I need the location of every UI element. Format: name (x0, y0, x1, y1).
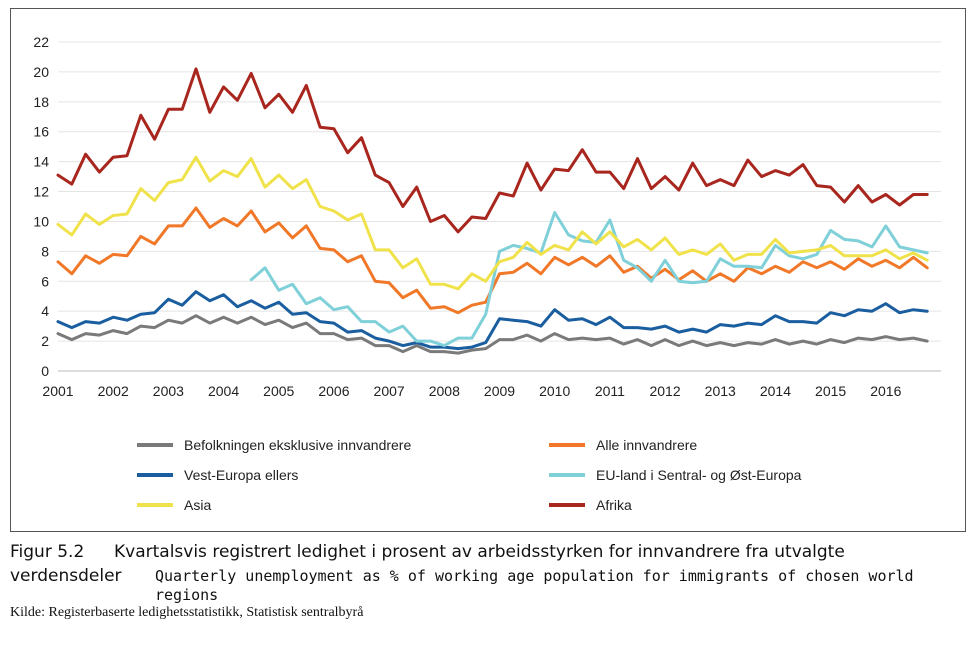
legend: Befolkningen eksklusive innvandrere Alle … (137, 437, 802, 513)
y-tick-label: 14 (33, 154, 49, 170)
figure-number: Figur 5.2 (10, 542, 85, 562)
series-lines (56, 67, 929, 355)
series-line-5 (56, 67, 929, 234)
x-axis-ticks: 2001 2002 2003 2004 2005 2006 2007 2008 2009 2010… (42, 383, 901, 399)
series-line-3 (249, 211, 929, 348)
legend-label: Afrika (596, 497, 632, 513)
y-tick-label: 6 (41, 273, 49, 289)
y-tick-label: 12 (33, 184, 49, 200)
x-tick-label: 2003 (153, 383, 184, 399)
x-tick-label: 2010 (539, 383, 570, 399)
y-tick-label: 4 (41, 303, 49, 319)
legend-label: EU-land i Sentral- og Øst-Europa (596, 467, 802, 483)
series-line-1 (56, 206, 929, 315)
x-tick-label: 2011 (595, 383, 625, 399)
y-tick-label: 8 (41, 243, 49, 259)
x-tick-label: 2006 (318, 383, 349, 399)
legend-label: Vest-Europa ellers (184, 467, 298, 483)
x-tick-label: 2012 (649, 383, 680, 399)
y-tick-label: 10 (33, 213, 49, 229)
series-line-2 (56, 290, 929, 351)
x-tick-label: 2014 (760, 383, 791, 399)
series-line-0 (56, 314, 929, 355)
x-tick-label: 2005 (263, 383, 294, 399)
legend-label: Befolkningen eksklusive innvandrere (184, 437, 411, 453)
x-tick-label: 2002 (98, 383, 129, 399)
figure-translation: Quarterly unemployment as % of working a… (155, 567, 914, 604)
y-tick-label: 0 (41, 363, 49, 379)
y-tick-label: 20 (33, 64, 49, 80)
x-tick-label: 2009 (484, 383, 515, 399)
figure-title-line2: verdensdeler (10, 566, 122, 586)
y-axis-ticks: 0 2 4 6 8 10 12 14 16 18 20 22 (33, 34, 49, 379)
x-tick-label: 2013 (705, 383, 736, 399)
x-tick-label: 2016 (870, 383, 901, 399)
figure-title: Figur 5.2 Kvartalsvis registrert ledighet… (10, 542, 845, 563)
x-tick-label: 2001 (42, 383, 73, 399)
y-tick-label: 22 (33, 34, 49, 50)
legend-label: Asia (184, 497, 211, 513)
x-tick-label: 2015 (815, 383, 846, 399)
figure-title-line1: Kvartalsvis registrert ledighet i prosen… (114, 542, 845, 562)
series-line-4 (56, 155, 929, 291)
x-tick-label: 2004 (208, 383, 239, 399)
figure-source: Kilde: Registerbaserte ledighetsstatisti… (10, 605, 364, 620)
x-tick-label: 2007 (374, 383, 405, 399)
y-tick-label: 18 (33, 94, 49, 110)
y-tick-label: 16 (33, 124, 49, 140)
y-tick-label: 2 (41, 333, 49, 349)
legend-label: Alle innvandrere (596, 437, 697, 453)
line-chart: 0 2 4 6 8 10 12 14 16 18 20 22 2001 2002 2003 2004 2005… (33, 34, 941, 513)
chart-frame: 0 2 4 6 8 10 12 14 16 18 20 22 2001 2002 2003 2004 2005… (10, 8, 966, 532)
x-tick-label: 2008 (429, 383, 460, 399)
